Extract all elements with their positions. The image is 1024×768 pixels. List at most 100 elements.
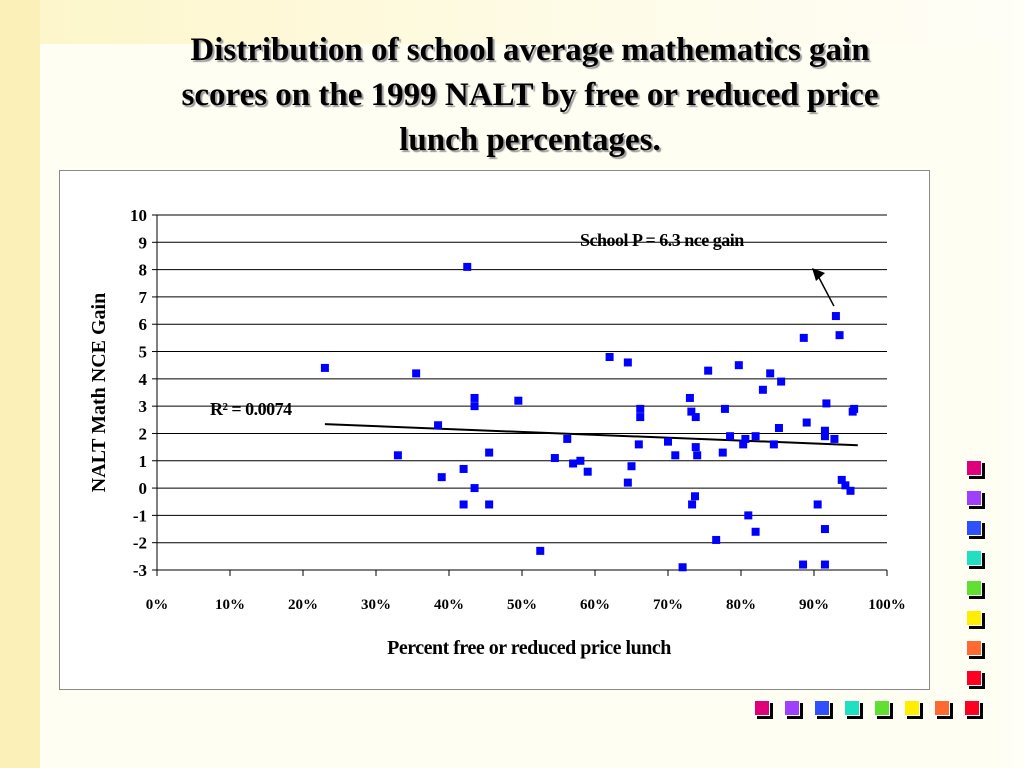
trendline bbox=[324, 423, 858, 447]
y-tick-label: 0 bbox=[139, 479, 148, 498]
data-point bbox=[623, 478, 632, 487]
data-point bbox=[627, 462, 636, 471]
data-point bbox=[766, 369, 775, 378]
data-point bbox=[802, 418, 811, 427]
data-point bbox=[636, 413, 645, 422]
data-point bbox=[820, 560, 829, 569]
slide-title: Distribution of school average mathemati… bbox=[90, 28, 970, 163]
x-tick-label: 20% bbox=[288, 597, 318, 613]
data-point bbox=[470, 484, 479, 493]
chart-frame: 10 9 8 7 6 5 4 3 2 1 0 -1 -2 -3 0% 10% 20% 30% 40% 50% 60% 70… bbox=[59, 170, 930, 690]
decorative-square bbox=[966, 520, 982, 536]
data-point bbox=[691, 413, 700, 422]
x-tick-label: 50% bbox=[507, 597, 537, 613]
r-squared-label: R² = 0.0074 bbox=[210, 399, 292, 419]
y-tick-label: 9 bbox=[139, 233, 148, 252]
data-point bbox=[846, 486, 855, 495]
data-point bbox=[777, 377, 786, 386]
data-point bbox=[774, 424, 783, 432]
data-point bbox=[799, 560, 808, 569]
x-tick-label: 70% bbox=[653, 597, 683, 613]
x-tick-label: 0% bbox=[146, 597, 169, 613]
data-point bbox=[850, 404, 859, 413]
data-point bbox=[734, 361, 743, 370]
data-point bbox=[470, 393, 479, 402]
data-point bbox=[671, 451, 680, 460]
data-point bbox=[820, 426, 829, 435]
data-point bbox=[463, 262, 472, 271]
decorative-square bbox=[814, 700, 830, 716]
decorative-square bbox=[874, 700, 890, 716]
decorative-square bbox=[844, 700, 860, 716]
decorative-square bbox=[966, 490, 982, 506]
decorative-square bbox=[964, 700, 980, 716]
data-point bbox=[726, 432, 735, 441]
y-tick-label: 5 bbox=[139, 343, 148, 362]
left-color-band bbox=[0, 0, 40, 768]
data-point bbox=[744, 511, 753, 520]
decorative-square bbox=[784, 700, 800, 716]
data-point bbox=[693, 451, 702, 460]
x-axis-title: Percent free or reduced price lunch bbox=[387, 637, 671, 659]
data-point bbox=[751, 527, 760, 536]
data-point bbox=[569, 459, 578, 468]
data-point bbox=[393, 451, 402, 460]
data-point bbox=[434, 421, 443, 430]
x-tick-label: 90% bbox=[799, 597, 829, 613]
data-point bbox=[712, 535, 721, 544]
data-point bbox=[459, 464, 468, 473]
data-point bbox=[605, 353, 614, 361]
data-point bbox=[704, 366, 713, 375]
data-point bbox=[830, 434, 839, 443]
data-point bbox=[822, 399, 831, 408]
y-axis-title: NALT Math NCE Gain bbox=[88, 293, 110, 493]
data-point bbox=[485, 448, 494, 457]
decorative-square bbox=[754, 700, 770, 716]
data-point bbox=[688, 500, 697, 509]
data-point bbox=[813, 500, 822, 509]
data-point bbox=[691, 443, 700, 452]
decorative-square bbox=[966, 610, 982, 626]
data-point bbox=[769, 440, 778, 449]
data-point bbox=[820, 525, 829, 534]
y-tick-label: -3 bbox=[133, 561, 147, 580]
callout-arrowhead bbox=[812, 268, 825, 281]
y-tick-label: 8 bbox=[139, 261, 148, 280]
data-point bbox=[720, 404, 729, 413]
data-point bbox=[678, 563, 687, 572]
data-point bbox=[718, 448, 727, 457]
decorative-square bbox=[966, 550, 982, 566]
x-tick-label: 80% bbox=[726, 597, 756, 613]
data-point bbox=[576, 456, 585, 465]
x-tick-label: 10% bbox=[215, 597, 245, 613]
y-tick-label: 7 bbox=[139, 288, 148, 307]
data-point bbox=[470, 402, 479, 411]
callout-label: School P = 6.3 nce gain bbox=[580, 230, 744, 250]
data-point bbox=[841, 481, 850, 490]
data-point bbox=[685, 393, 694, 402]
data-point bbox=[636, 404, 645, 413]
decorative-square bbox=[966, 580, 982, 596]
data-point bbox=[623, 358, 632, 367]
data-point bbox=[687, 407, 696, 416]
x-tick-label: 100% bbox=[868, 597, 906, 613]
data-point bbox=[563, 434, 572, 443]
data-point bbox=[741, 434, 750, 443]
data-point bbox=[536, 546, 545, 555]
data-point bbox=[634, 440, 643, 449]
decorative-square bbox=[904, 700, 920, 716]
decorative-square bbox=[966, 460, 982, 476]
data-point bbox=[799, 333, 808, 342]
y-tick-label: 2 bbox=[139, 424, 148, 443]
data-point bbox=[820, 432, 829, 441]
data-point bbox=[437, 473, 446, 482]
y-tick-label: 4 bbox=[139, 370, 148, 389]
decorative-square bbox=[966, 640, 982, 656]
data-point bbox=[485, 500, 494, 509]
data-point bbox=[583, 467, 592, 476]
data-point bbox=[739, 440, 748, 449]
data-point bbox=[664, 437, 672, 446]
decorative-square bbox=[934, 700, 950, 716]
y-tick-label: 10 bbox=[130, 206, 147, 225]
x-tick-label: 30% bbox=[361, 597, 391, 613]
